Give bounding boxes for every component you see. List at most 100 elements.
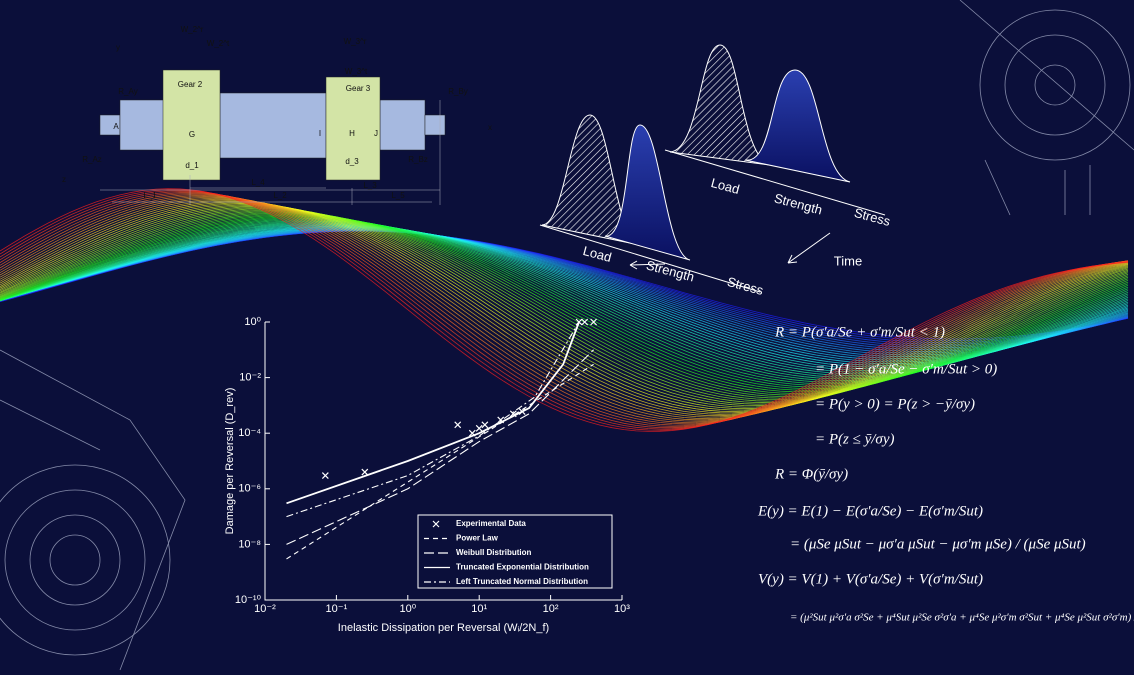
wave-ribbon [0, 188, 1129, 432]
y-tick-label: 10⁰ [244, 316, 261, 328]
wave-line [0, 214, 1129, 393]
legend-label: Weibull Distribution [456, 548, 532, 557]
wave-line [0, 210, 1129, 399]
y-axis-label: Damage per Reversal (D_rev) [224, 388, 236, 535]
wave-line [0, 196, 1129, 421]
legend-marker [432, 520, 440, 528]
shaft-label: y [116, 43, 120, 52]
equation-line: = P(y > 0) = P(z > −ȳ/σy) [815, 396, 975, 412]
legend-label: Truncated Exponential Distribution [456, 563, 589, 572]
wave-line [0, 204, 1129, 410]
shaft-label: R_Az [82, 155, 102, 164]
wave-line [0, 205, 1129, 408]
wave-line [0, 207, 1129, 405]
distribution-label: Load [581, 243, 613, 265]
y-tick-label: 10⁻² [239, 372, 261, 384]
shaft-label: z [62, 175, 66, 184]
series-line [286, 321, 580, 505]
wave-line [0, 194, 1129, 423]
wave-line [0, 209, 1129, 401]
shaft-label: L_1 [143, 191, 157, 200]
chart: 10⁻² 10⁻¹ 10⁰ 10¹ 10² 10³ 10⁻¹⁰ 10⁻⁸ 10⁻⁶ 10⁻⁴ 10⁻… [224, 316, 630, 634]
wave-line [0, 192, 1129, 427]
shaft-label: G [189, 130, 195, 139]
y-tick-label: 10⁻⁶ [238, 483, 261, 495]
wave-line [0, 195, 1129, 422]
wave-line [0, 197, 1129, 419]
wave-line [0, 188, 1129, 432]
wave-line [0, 211, 1129, 397]
equation-line: = (μSe μSut − μσ′a μSut − μσ′m μSe) / (μ… [790, 536, 1086, 552]
wave-line [0, 209, 1129, 402]
shaft-label: Gear 3 [346, 84, 371, 93]
series-line [286, 321, 580, 518]
data-point [454, 421, 462, 429]
equation-line: V(y) = V(1) + V(σ′a/Se) + V(σ′m/Sut) [758, 571, 983, 587]
shaft-label: d_1 [185, 161, 199, 170]
x-tick-label: 10⁰ [399, 603, 416, 615]
wave-line [0, 215, 1129, 391]
shaft-label: W_3^r [344, 37, 367, 46]
distribution-label: Stress [853, 205, 893, 229]
equation-line: E(y) = E(1) − E(σ′a/Se) − E(σ′m/Sut) [757, 503, 983, 519]
wave-line [0, 190, 1129, 430]
x-tick-label: 10⁻² [254, 603, 276, 615]
wave-line [0, 199, 1129, 417]
distribution-label: Strength [645, 257, 696, 284]
wave-line [0, 213, 1129, 394]
wave-line [0, 193, 1129, 426]
legend-label: Power Law [456, 534, 499, 543]
wave-line [0, 198, 1129, 418]
data-point [575, 318, 583, 326]
shaft-label: W_2^r [181, 25, 204, 34]
legend-label: Left Truncated Normal Distribution [456, 577, 588, 586]
data-point [581, 318, 589, 326]
shaft-label: x [488, 123, 492, 132]
wave-line [0, 203, 1129, 411]
wave-line [0, 206, 1129, 407]
wave-line [0, 194, 1129, 425]
time-label: Time [834, 253, 862, 268]
shaft-label: R_Bz [408, 155, 428, 164]
shaft-label: L_4 [251, 178, 265, 187]
shaft-label: L_5 [391, 191, 405, 200]
series-line [286, 363, 594, 560]
x-tick-label: 10⁻¹ [326, 603, 348, 615]
equation-line: = P(z ≤ ȳ/σy) [815, 431, 894, 447]
wave-line [0, 202, 1129, 412]
equation-line: R = P(σ′a/Se + σ′m/Sut < 1) [774, 324, 945, 340]
legend-label: Experimental Data [456, 519, 526, 528]
distribution-label: Stress [726, 274, 766, 298]
shaft-label: W_2^t [207, 39, 230, 48]
data-point [321, 472, 329, 479]
y-tick-label: 10⁻⁸ [238, 538, 261, 550]
data-point [590, 318, 598, 326]
shaft-label: R_By [448, 87, 468, 96]
x-tick-label: 10³ [614, 603, 630, 615]
wave-line [0, 200, 1129, 415]
wave-line [0, 191, 1129, 429]
wave-line [0, 215, 1129, 390]
wave-line [0, 212, 1129, 396]
y-tick-label: 10⁻⁴ [238, 427, 261, 439]
x-tick-label: 10¹ [471, 603, 487, 615]
equation-line: R = Φ(ȳ/σy) [774, 466, 848, 482]
distribution-label: Load [709, 175, 741, 197]
shaft-label: J [374, 129, 378, 138]
y-tick-label: 10⁻¹⁰ [235, 594, 262, 606]
shaft-label: R_Ay [118, 87, 137, 96]
legend-box [417, 514, 613, 589]
wave-line [0, 208, 1129, 404]
series-line [286, 349, 594, 545]
shaft-diagram [99, 69, 446, 205]
x-axis-label: Inelastic Dissipation per Reversal (Wᵢ/2… [338, 622, 549, 634]
x-tick-label: 10² [543, 603, 559, 615]
shaft-label: W_3^t [345, 67, 368, 76]
shaft-label: L_3 [363, 181, 377, 190]
equation-line: = (μ²Sut μ²σ′a σ²Se + μ⁴Sut μ²Se σ²σ′a +… [790, 612, 1134, 624]
wave-line [0, 216, 1129, 388]
data-point [481, 421, 489, 429]
shaft-label: Gear 2 [178, 80, 203, 89]
distribution-plot [539, 44, 886, 293]
shaft-label: d_3 [345, 157, 359, 166]
